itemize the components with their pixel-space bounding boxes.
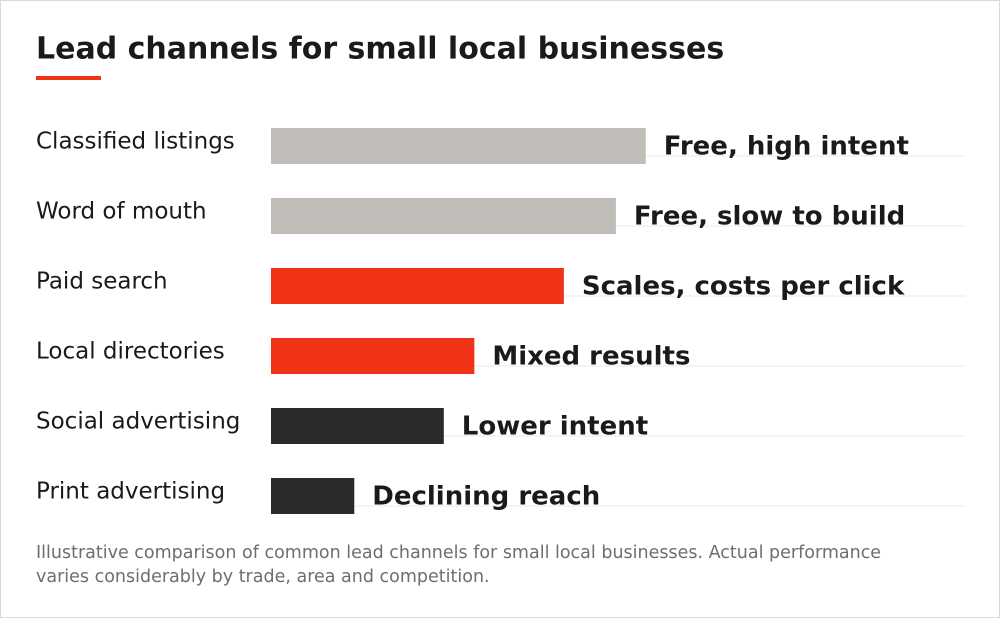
bar	[271, 128, 646, 164]
bar	[271, 198, 616, 234]
category-label: Word of mouth	[36, 199, 207, 225]
bar	[271, 338, 475, 374]
bar	[271, 268, 564, 304]
category-label: Print advertising	[36, 479, 225, 505]
title-underline	[36, 76, 101, 80]
bar-annotation: Scales, costs per click	[582, 272, 905, 302]
bar-annotation: Declining reach	[372, 482, 600, 512]
bar	[271, 478, 355, 514]
bar	[271, 408, 444, 444]
category-label: Classified listings	[36, 129, 235, 155]
bar-annotation: Mixed results	[492, 342, 690, 372]
category-label: Paid search	[36, 269, 168, 295]
category-label: Social advertising	[36, 409, 240, 435]
footnote: Illustrative comparison of common lead c…	[36, 543, 882, 587]
bar-annotation: Free, slow to build	[634, 202, 905, 232]
chart-title: Lead channels for small local businesses	[36, 32, 724, 67]
bar-annotation: Lower intent	[462, 412, 648, 442]
bar-annotation: Free, high intent	[664, 132, 909, 162]
category-label: Local directories	[36, 339, 225, 365]
